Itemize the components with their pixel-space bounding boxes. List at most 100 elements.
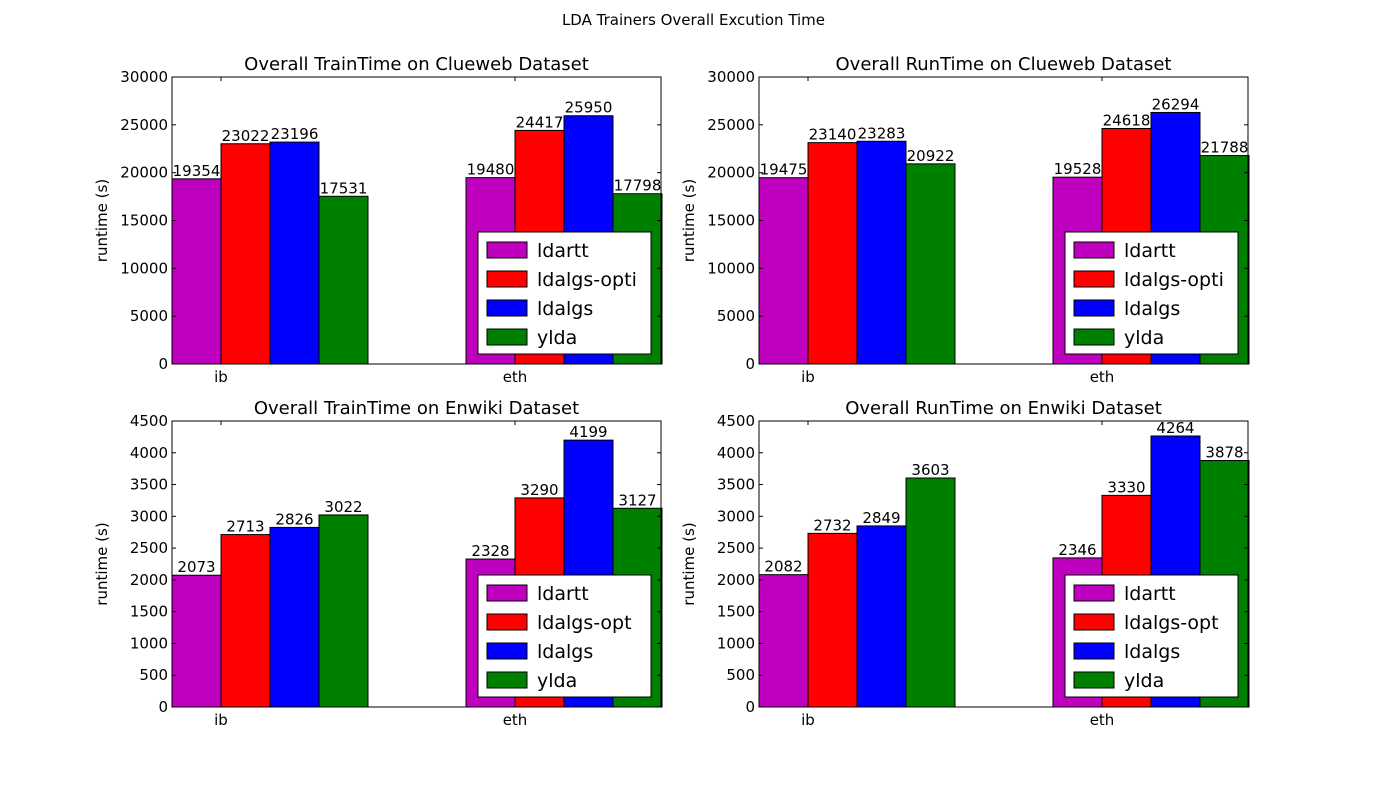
subplot-4: Overall RunTime on Enwiki Dataset runtime… xyxy=(680,398,1250,729)
y-tick-label: 0 xyxy=(158,698,168,716)
x-tick-label: eth xyxy=(1090,368,1115,386)
legend-swatch-ylda xyxy=(1073,328,1115,346)
legend-swatch-ldartt xyxy=(1073,241,1115,259)
legend: ldartt ldalgs-opti ldalgs ylda xyxy=(477,231,652,355)
figure-suptitle: LDA Trainers Overall Excution Time xyxy=(561,11,826,29)
y-tick-label: 1000 xyxy=(130,634,168,652)
bar-value-label: 19475 xyxy=(760,161,808,179)
bar-value-label: 4199 xyxy=(569,423,607,441)
y-tick-label: 1000 xyxy=(717,634,755,652)
bar-value-label: 23140 xyxy=(809,126,857,144)
legend-swatch-ldalgs xyxy=(486,642,528,660)
x-tick-label: eth xyxy=(503,711,528,729)
legend: ldartt ldalgs-opti ldalgs ylda xyxy=(1064,231,1239,355)
y-tick-label: 20000 xyxy=(707,164,755,182)
y-tick-label: 10000 xyxy=(707,259,755,277)
bar-value-label: 3330 xyxy=(1107,478,1145,496)
bar-value-label: 2082 xyxy=(764,558,802,576)
axes-frame xyxy=(758,420,1249,708)
legend-label: ldartt xyxy=(537,583,589,605)
legend: ldartt ldalgs-opt ldalgs ylda xyxy=(1064,574,1239,698)
subplot-3: Overall TrainTime on Enwiki Dataset runti… xyxy=(93,398,663,729)
y-tick-label: 1500 xyxy=(717,603,755,621)
y-tick-label: 2000 xyxy=(717,571,755,589)
legend-label: ylda xyxy=(537,670,577,692)
legend-swatch-ldalgs-opt xyxy=(486,613,528,631)
legend-swatch-ylda xyxy=(486,671,528,689)
y-tick-label: 20000 xyxy=(120,164,168,182)
legend-swatch-ldalgs-opt xyxy=(1073,613,1115,631)
y-tick-label: 2500 xyxy=(717,539,755,557)
x-tick-label: ib xyxy=(214,368,228,386)
legend-swatch-ldalgs xyxy=(1073,642,1115,660)
bar-ldalgs-ib xyxy=(269,141,320,365)
bar-value-label: 4264 xyxy=(1156,419,1194,437)
y-tick-label: 0 xyxy=(158,355,168,373)
bar-value-label: 2732 xyxy=(813,516,851,534)
bar-value-label: 3290 xyxy=(520,481,558,499)
axes-frame xyxy=(171,76,662,365)
legend-swatch-ylda xyxy=(486,328,528,346)
x-tick-label: ib xyxy=(214,711,228,729)
subplot-title: Overall RunTime on Clueweb Dataset xyxy=(836,54,1172,75)
legend-swatch-ldartt xyxy=(486,584,528,602)
y-axis-label: runtime (s) xyxy=(680,522,698,605)
legend-label: ylda xyxy=(1124,327,1164,349)
bar-ldalgs-ib xyxy=(856,525,907,708)
bar-ldalgs-opt-ib xyxy=(807,532,858,708)
y-tick-label: 3000 xyxy=(130,507,168,525)
bar-ylda-ib xyxy=(905,163,956,365)
bar-value-label: 3127 xyxy=(618,491,656,509)
y-tick-label: 15000 xyxy=(707,212,755,230)
bar-value-label: 23283 xyxy=(858,124,906,142)
legend-label: ldalgs-opti xyxy=(537,269,637,291)
legend-swatch-ldartt xyxy=(1073,584,1115,602)
bar-ylda-ib xyxy=(905,477,956,708)
subplot-title: Overall TrainTime on Clueweb Dataset xyxy=(244,54,589,75)
legend-swatch-ldalgs-opti xyxy=(486,270,528,288)
legend-label: ylda xyxy=(537,327,577,349)
y-axis-label: runtime (s) xyxy=(680,179,698,262)
legend-label: ldalgs xyxy=(1124,641,1180,663)
bar-value-label: 3878 xyxy=(1205,444,1243,462)
legend-swatch-ldartt xyxy=(486,241,528,259)
legend-swatch-ldalgs xyxy=(1073,299,1115,317)
y-tick-label: 3000 xyxy=(717,507,755,525)
y-axis-label: runtime (s) xyxy=(93,179,111,262)
y-tick-label: 4000 xyxy=(130,444,168,462)
subplot-title: Overall TrainTime on Enwiki Dataset xyxy=(254,398,579,419)
bar-value-label: 2713 xyxy=(226,518,264,536)
legend-label: ldalgs-opt xyxy=(1124,612,1219,634)
bar-ldalgs-opt-ib xyxy=(220,534,271,708)
y-axis-label: runtime (s) xyxy=(93,522,111,605)
bar-value-label: 2826 xyxy=(275,510,313,528)
axes-frame xyxy=(758,76,1249,365)
bar-value-label: 17531 xyxy=(320,179,368,197)
bar-ylda-ib xyxy=(318,195,369,365)
bar-value-label: 23196 xyxy=(271,125,319,143)
bar-ldalgs-ib xyxy=(269,526,320,708)
y-tick-label: 3500 xyxy=(717,476,755,494)
y-tick-label: 1500 xyxy=(130,603,168,621)
y-tick-label: 4000 xyxy=(717,444,755,462)
legend-label: ldartt xyxy=(537,240,589,262)
bar-value-label: 3603 xyxy=(911,461,949,479)
legend: ldartt ldalgs-opt ldalgs ylda xyxy=(477,574,652,698)
subplot-title: Overall RunTime on Enwiki Dataset xyxy=(845,398,1162,419)
y-tick-label: 3500 xyxy=(130,476,168,494)
bar-value-label: 21788 xyxy=(1201,139,1249,157)
bar-ldartt-ib xyxy=(171,178,222,365)
legend-label: ldalgs xyxy=(1124,298,1180,320)
legend-label: ldalgs xyxy=(537,641,593,663)
y-tick-label: 2500 xyxy=(130,539,168,557)
bar-ldartt-ib xyxy=(758,574,809,708)
bar-ldalgs-opti-ib xyxy=(220,143,271,365)
bar-value-label: 2328 xyxy=(471,542,509,560)
bar-value-label: 19528 xyxy=(1054,160,1102,178)
bar-value-label: 19354 xyxy=(173,162,221,180)
bar-value-label: 24417 xyxy=(516,113,564,131)
bar-value-label: 23022 xyxy=(222,127,270,145)
legend-swatch-ylda xyxy=(1073,671,1115,689)
legend-label: ldartt xyxy=(1124,583,1176,605)
